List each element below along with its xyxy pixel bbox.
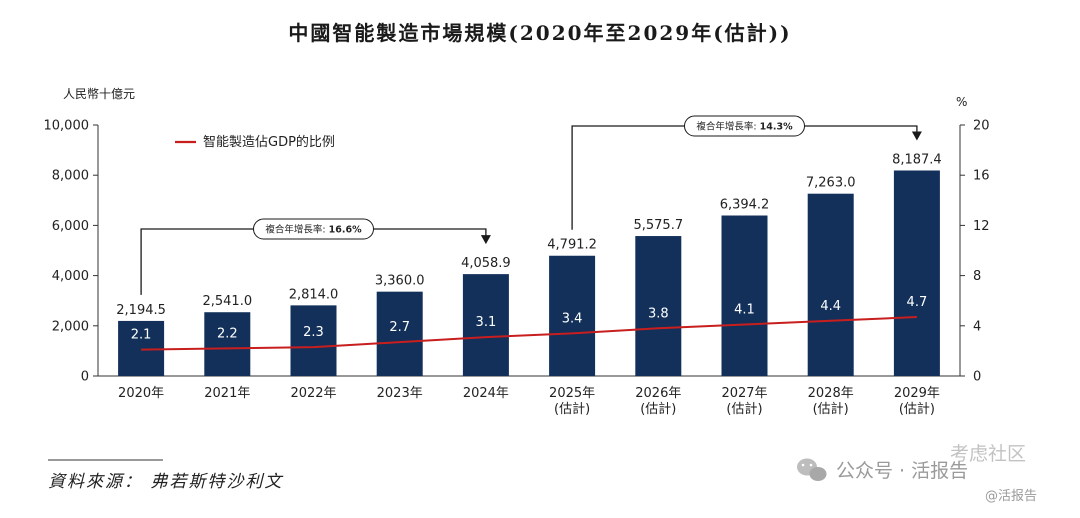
- bar-value-label: 2,541.0: [202, 294, 252, 309]
- cagr-bracket: [571, 125, 918, 230]
- x-tick-label: 2024年: [463, 386, 509, 401]
- y-right-axis-label: %: [956, 95, 967, 109]
- watermark-community: 考虑社区: [950, 443, 1026, 465]
- watermark: 公众号 · 活报告 考虑社区 @活报告: [797, 443, 1037, 504]
- bar-value-label: 2,194.5: [116, 303, 166, 318]
- bar: [462, 274, 509, 376]
- y-right-tick-label: 4: [973, 319, 981, 334]
- ratio-value-label: 4.1: [734, 303, 755, 318]
- bar: [204, 312, 251, 376]
- bar-value-label: 6,394.2: [720, 198, 770, 213]
- cagr-pill: [684, 115, 805, 137]
- ratio-value-label: 4.4: [820, 299, 841, 314]
- x-tick-label: 2021年: [204, 386, 250, 401]
- x-tick-label: 2023年: [377, 386, 423, 401]
- cagr-annotations: 複合年增長率: 16.6% 複合年增長率: 14.3%: [140, 115, 922, 295]
- source-note: 資料來源： 弗若斯特沙利文: [48, 472, 284, 492]
- x-tick-label: 2029年: [894, 386, 940, 401]
- bars: [118, 170, 940, 376]
- ratio-line: [141, 316, 917, 351]
- cagr-pill: [253, 218, 374, 240]
- bar-value-label: 3,360.0: [375, 274, 425, 289]
- x-tick-label: 2022年: [290, 386, 336, 401]
- cagr-label: 複合年增長率: 16.6%: [265, 224, 362, 236]
- y-right-tick-label: 20: [973, 119, 990, 134]
- bar-value-label: 2,814.0: [289, 287, 339, 302]
- y-right-tick-label: 16: [973, 169, 990, 184]
- y-right-tick-label: 0: [973, 370, 981, 385]
- legend: 智能製造佔GDP的比例: [175, 134, 335, 150]
- bar: [721, 215, 768, 376]
- legend-label: 智能製造佔GDP的比例: [203, 134, 335, 150]
- bar: [635, 236, 682, 376]
- bar: [376, 291, 423, 376]
- y-left-tick-label: 0: [81, 370, 89, 385]
- y-left-tick-label: 8,000: [52, 169, 89, 184]
- labels: 2,194.5 2,541.0 2,814.0 3,360.0 4,058.9 4,791…: [116, 152, 941, 342]
- x-tick-label: 2026年: [635, 386, 681, 401]
- x-tick-label: (估計): [640, 401, 676, 417]
- ratio-value-label: 2.7: [389, 320, 410, 335]
- cagr-arrow-head: [480, 235, 491, 245]
- bar-value-label: 8,187.4: [892, 152, 942, 167]
- watermark-account: 公众号 · 活报告: [836, 460, 968, 482]
- y-right-tick-label: 12: [973, 219, 990, 234]
- watermark-handle: @活报告: [985, 489, 1037, 504]
- ratio-value-label: 2.3: [303, 325, 324, 340]
- y-left-tick-label: 10,000: [44, 119, 90, 134]
- x-tick-label: (估計): [554, 401, 590, 417]
- bar-value-label: 5,575.7: [633, 218, 683, 233]
- ratio-value-label: 2.2: [217, 326, 238, 341]
- y-left-tick-label: 4,000: [52, 269, 89, 284]
- bar: [290, 305, 337, 376]
- bar: [893, 170, 940, 376]
- bar-value-label: 4,791.2: [547, 238, 597, 253]
- y-left-axis-label: 人民幣十億元: [63, 87, 135, 101]
- y-left-tick-label: 2,000: [52, 319, 89, 334]
- wechat-icon: [797, 458, 827, 481]
- x-tick-label: (估計): [813, 401, 849, 417]
- x-tick-label: (估計): [726, 401, 762, 417]
- x-tick-label: 2027年: [721, 386, 767, 401]
- x-tick-label: 2028年: [808, 386, 854, 401]
- chart-title: 中國智能製造市場規模(2020年至2029年(估計)): [288, 21, 791, 45]
- ratio-value-label: 4.7: [907, 295, 928, 310]
- bar: [807, 193, 854, 376]
- cagr-arrow-head: [911, 131, 922, 141]
- x-tick-label: 2020年: [118, 386, 164, 401]
- ratio-value-label: 3.1: [476, 315, 497, 330]
- y-left-tick-label: 6,000: [52, 219, 89, 234]
- bar: [549, 255, 596, 376]
- y-right-tick-label: 8: [973, 269, 981, 284]
- ratio-value-label: 3.4: [562, 311, 583, 326]
- bar-value-label: 7,263.0: [806, 176, 856, 191]
- x-tick-label: 2025年: [549, 386, 595, 401]
- axes: 0 2,000 4,000 6,000 8,000 10,000 0 4 8 12 16 20 2020…: [44, 119, 990, 418]
- bar-value-label: 4,058.9: [461, 256, 511, 271]
- ratio-line-layer: [141, 316, 917, 351]
- cagr-label: 複合年增長率: 14.3%: [696, 121, 793, 133]
- ratio-value-label: 2.1: [131, 328, 152, 343]
- ratio-value-label: 3.8: [648, 306, 669, 321]
- x-tick-label: (估計): [899, 401, 935, 417]
